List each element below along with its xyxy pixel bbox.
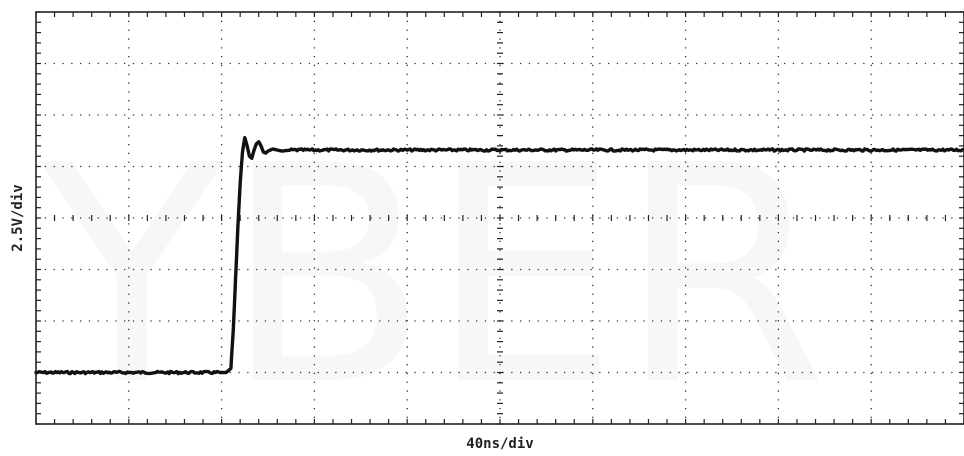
plot-frame — [35, 11, 964, 425]
x-axis-label: 40ns/div — [466, 436, 533, 452]
watermark: YBER — [35, 102, 827, 451]
waveform-trace — [34, 136, 964, 376]
trace-group — [34, 136, 964, 376]
y-axis-label: 2.5V/div — [10, 184, 26, 251]
grid — [35, 11, 964, 425]
